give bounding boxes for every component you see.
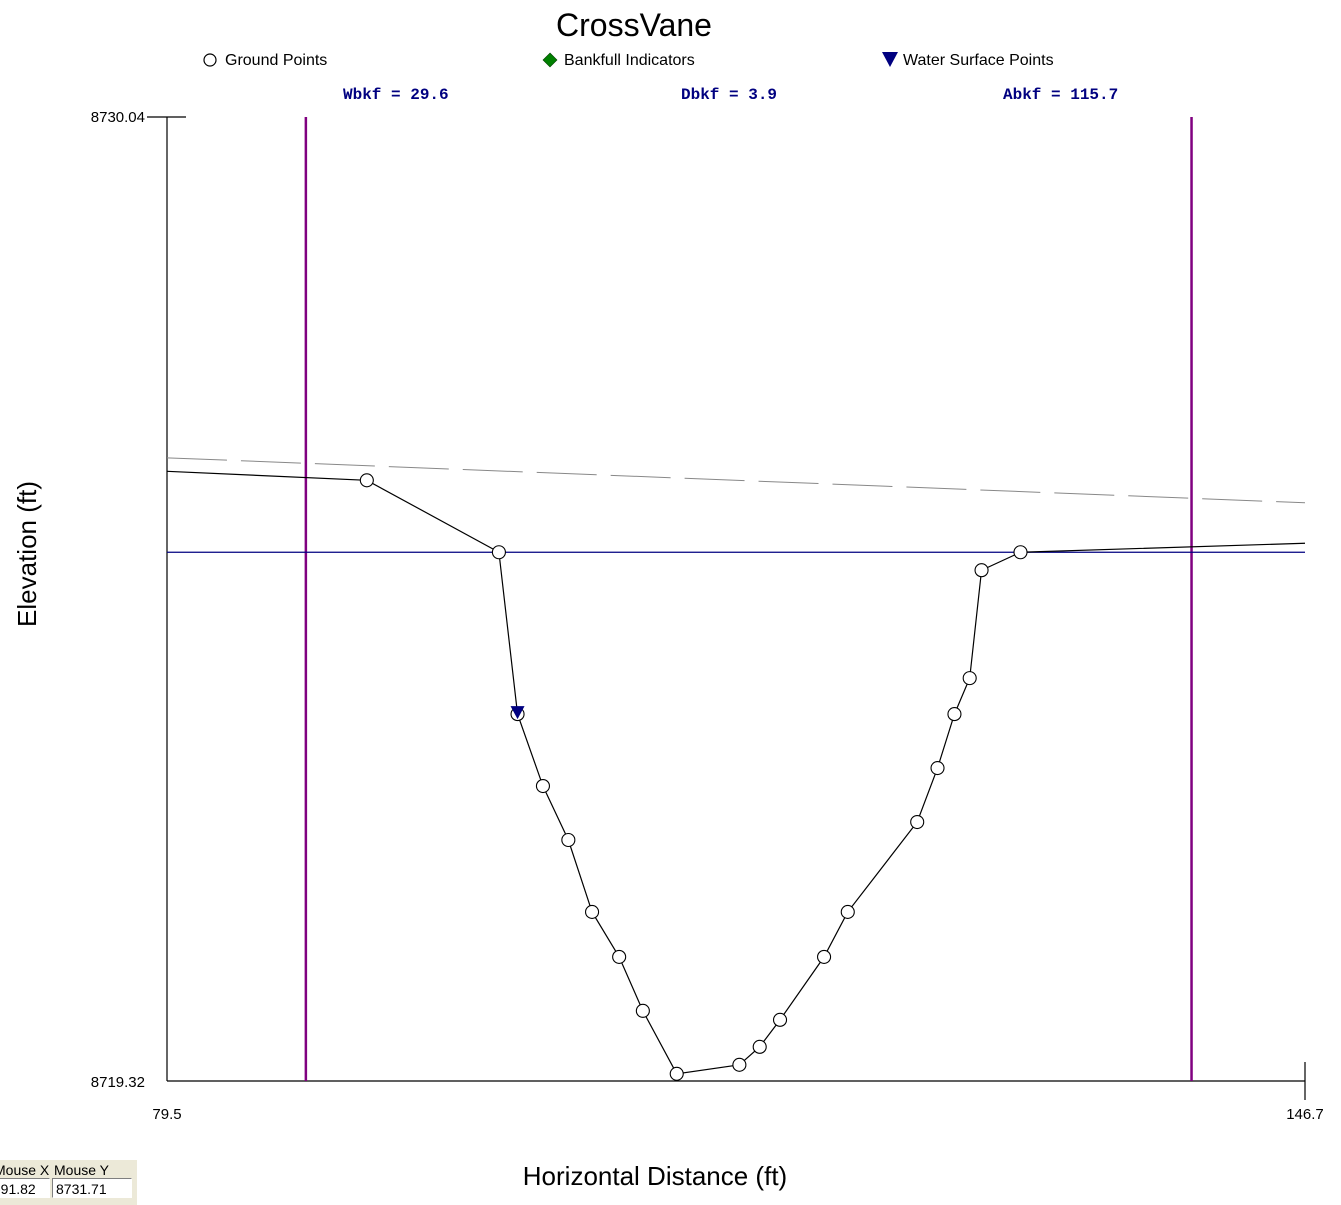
x-tick-label-right: 146.7: [1286, 1106, 1324, 1123]
legend-ground-points-label: Ground Points: [225, 52, 327, 69]
legend: Ground Points Bankfull Indicators Water …: [203, 52, 1054, 69]
mouse-y-label: Mouse Y: [54, 1162, 109, 1178]
y-axis-title: Elevation (ft): [12, 481, 42, 627]
water-surface-point-0: [510, 706, 525, 720]
ground-point-7: [612, 949, 627, 964]
chart-title: CrossVane: [556, 7, 712, 43]
ground-point-14: [840, 904, 855, 919]
ground-point-8: [635, 1003, 650, 1018]
legend-bankfull-indicators-label: Bankfull Indicators: [564, 52, 695, 69]
ground-point-12: [772, 1012, 788, 1027]
ground-point-19: [974, 563, 989, 578]
mouse-y-value: 8731.71: [52, 1178, 132, 1198]
ground-point-9: [669, 1066, 684, 1081]
legend-ground-points-marker: [203, 53, 217, 67]
ground-point-13: [817, 949, 832, 964]
ground-point-2: [491, 545, 506, 560]
ground-point-16: [930, 761, 945, 776]
y-tick-label-top: 8730.04: [91, 109, 145, 126]
legend-water-surface-points-label: Water Surface Points: [903, 52, 1054, 69]
stat-abkf: Abkf = 115.7: [1003, 86, 1118, 104]
mouse-x-value: -91.82: [0, 1178, 50, 1198]
legend-water-surface-points-marker: [882, 52, 898, 67]
x-axis-title: Horizontal Distance (ft): [523, 1161, 787, 1191]
mouse-x-label: Mouse X: [0, 1162, 50, 1178]
ground-point-17: [947, 707, 962, 722]
ground-point-18: [962, 671, 977, 686]
water-surface-slope-line: [166, 457, 1306, 504]
ground-profile-line: [166, 470, 1306, 1075]
plot-area: [166, 117, 1306, 1081]
ground-point-15: [910, 814, 925, 830]
mouse-readout-panel: Mouse X -91.82 Mouse Y 8731.71: [0, 1160, 137, 1205]
ground-point-6: [585, 904, 600, 919]
y-tick-label-bottom: 8719.32: [91, 1074, 145, 1091]
ground-point-20: [1013, 545, 1028, 560]
x-tick-label-left: 79.5: [152, 1106, 181, 1123]
ground-point-1: [359, 473, 374, 488]
stat-dbkf: Dbkf = 3.9: [681, 86, 777, 104]
ground-point-10: [732, 1057, 747, 1072]
ground-point-4: [535, 778, 550, 794]
legend-bankfull-indicators-marker: [542, 52, 558, 68]
stat-wbkf: Wbkf = 29.6: [343, 86, 449, 104]
ground-point-5: [561, 832, 576, 848]
ground-point-11: [752, 1039, 767, 1054]
